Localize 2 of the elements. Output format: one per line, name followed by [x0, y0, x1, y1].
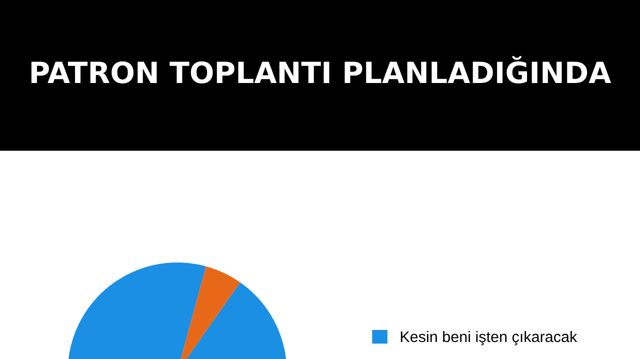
- legend-label: Kesin beni işten çıkaracak: [400, 330, 578, 346]
- chart-title: PATRON TOPLANTI PLANLADIĞINDA: [31, 56, 612, 84]
